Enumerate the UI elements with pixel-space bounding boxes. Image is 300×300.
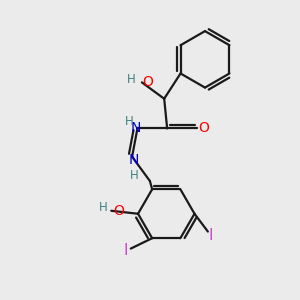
Text: O: O [198, 122, 209, 136]
Text: N: N [131, 122, 141, 136]
Text: I: I [208, 228, 213, 243]
Text: H: H [99, 201, 107, 214]
Text: N: N [128, 153, 139, 167]
Text: H: H [130, 169, 139, 182]
Text: I: I [123, 244, 127, 259]
Text: O: O [142, 75, 153, 89]
Text: H: H [127, 73, 136, 86]
Text: O: O [113, 204, 124, 218]
Text: H: H [125, 116, 134, 128]
